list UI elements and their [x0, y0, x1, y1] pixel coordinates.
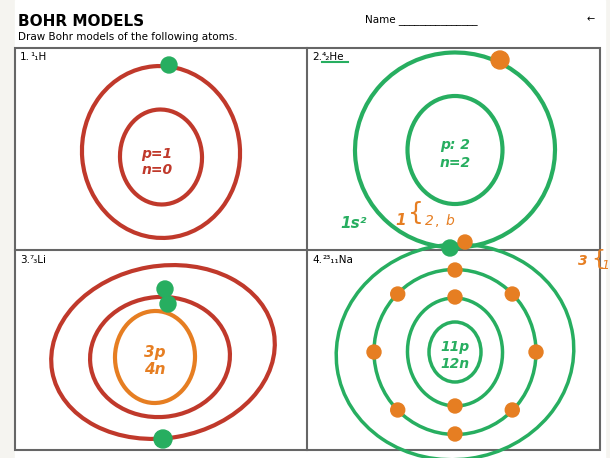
- Text: ²³₁₁Na: ²³₁₁Na: [322, 255, 353, 265]
- Text: 12n: 12n: [440, 357, 470, 371]
- Circle shape: [154, 430, 172, 448]
- Text: 2.: 2.: [312, 52, 322, 62]
- Text: p=1: p=1: [142, 147, 173, 161]
- Circle shape: [442, 240, 458, 256]
- Circle shape: [391, 403, 404, 417]
- Text: 1s²: 1s²: [340, 216, 367, 231]
- Text: n=2: n=2: [439, 156, 470, 170]
- Circle shape: [391, 287, 404, 301]
- Text: 4.: 4.: [312, 255, 322, 265]
- Text: Name _______________: Name _______________: [365, 14, 478, 25]
- Circle shape: [448, 399, 462, 413]
- Text: n=0: n=0: [142, 163, 173, 177]
- Text: b: b: [445, 214, 454, 228]
- Circle shape: [161, 57, 177, 73]
- Text: 3.: 3.: [20, 255, 30, 265]
- Circle shape: [448, 427, 462, 441]
- Text: 3: 3: [578, 254, 587, 268]
- Circle shape: [529, 345, 543, 359]
- Text: BOHR MODELS: BOHR MODELS: [18, 14, 144, 29]
- Text: ⁴₂He: ⁴₂He: [322, 52, 345, 62]
- Circle shape: [367, 345, 381, 359]
- Text: {: {: [408, 201, 424, 225]
- Circle shape: [157, 281, 173, 297]
- Circle shape: [448, 263, 462, 277]
- Text: 1.: 1.: [20, 52, 30, 62]
- Text: 11p: 11p: [440, 340, 470, 354]
- Text: ,: ,: [435, 214, 439, 228]
- Text: 1: 1: [601, 259, 609, 272]
- Circle shape: [448, 290, 462, 304]
- Circle shape: [491, 51, 509, 69]
- Text: 2: 2: [425, 214, 434, 228]
- Text: p: 2: p: 2: [440, 138, 470, 152]
- Text: Draw Bohr models of the following atoms.: Draw Bohr models of the following atoms.: [18, 32, 238, 42]
- Text: 1: 1: [395, 213, 406, 228]
- Text: 3p: 3p: [144, 344, 166, 360]
- Bar: [15, 48, 600, 450]
- Circle shape: [458, 235, 472, 249]
- Circle shape: [160, 296, 176, 312]
- Text: ⁷₃Li: ⁷₃Li: [30, 255, 47, 265]
- Circle shape: [505, 287, 519, 301]
- Text: 4n: 4n: [144, 361, 166, 376]
- Text: {: {: [591, 249, 605, 269]
- Text: ←: ←: [587, 14, 595, 24]
- Circle shape: [505, 403, 519, 417]
- Text: ¹₁H: ¹₁H: [30, 52, 46, 62]
